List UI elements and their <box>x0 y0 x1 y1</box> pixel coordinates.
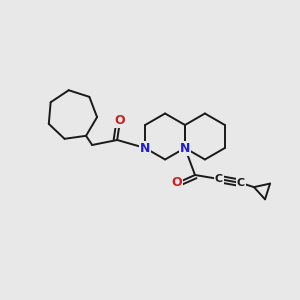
Text: O: O <box>115 113 125 127</box>
Text: C: C <box>237 178 245 188</box>
Text: O: O <box>172 176 182 190</box>
Text: N: N <box>140 142 150 154</box>
Text: N: N <box>180 142 190 154</box>
Text: C: C <box>215 174 223 184</box>
